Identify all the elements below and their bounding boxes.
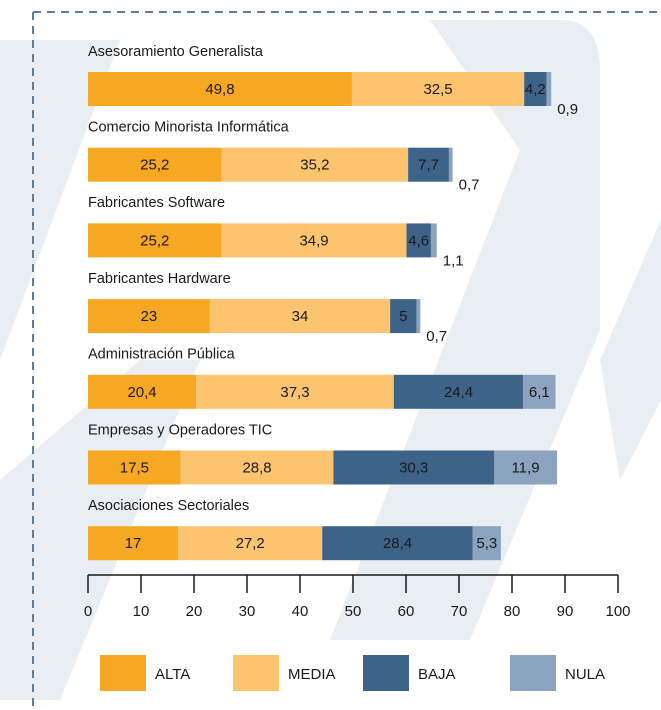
bar-segment: [88, 72, 352, 106]
bar-segment: [408, 147, 449, 182]
bar-segment: [333, 450, 494, 485]
legend-swatch: [100, 655, 146, 691]
bar-segment: [196, 374, 394, 409]
value-label: 6,1: [529, 384, 550, 401]
value-label: 27,2: [236, 535, 265, 552]
value-label: 24,4: [444, 384, 473, 401]
bar-segment: [546, 72, 552, 106]
legend-label: NULA: [565, 666, 605, 683]
value-label: 4,2: [525, 81, 546, 98]
legend-label: BAJA: [418, 666, 456, 683]
value-label: 28,8: [242, 459, 271, 476]
x-tick-label: 10: [133, 603, 150, 620]
legend-label: MEDIA: [288, 666, 336, 683]
x-tick-label: 60: [398, 603, 415, 620]
x-tick-label: 90: [557, 603, 574, 620]
value-label: 34: [292, 308, 309, 325]
value-label: 7,7: [418, 157, 439, 174]
x-tick-label: 50: [345, 603, 362, 620]
bar-segment: [88, 223, 222, 258]
value-label: 0,9: [557, 101, 578, 118]
x-tick-label: 30: [239, 603, 256, 620]
category-label: Asociaciones Sectoriales: [88, 498, 249, 514]
x-tick-label: 20: [186, 603, 203, 620]
category-label: Administración Pública: [88, 347, 236, 363]
value-label: 25,2: [140, 232, 169, 249]
value-label: 5: [399, 308, 407, 325]
legend-swatch: [363, 655, 409, 691]
bar-segment: [523, 374, 556, 409]
bar-segment: [524, 72, 547, 106]
x-tick-label: 0: [84, 603, 92, 620]
bar-segment: [322, 526, 473, 561]
category-label: Fabricantes Software: [88, 195, 225, 211]
bar-segment: [88, 374, 197, 409]
bar-segment: [88, 526, 179, 561]
bar-segment: [430, 223, 437, 258]
bar-segment: [88, 299, 210, 334]
value-label: 28,4: [383, 535, 412, 552]
value-label: 35,2: [300, 157, 329, 174]
value-label: 32,5: [423, 81, 452, 98]
legend-label: ALTA: [155, 666, 190, 683]
bar-segment: [180, 450, 334, 485]
value-label: 25,2: [140, 157, 169, 174]
value-label: 4,6: [408, 232, 429, 249]
bar-segment: [416, 299, 421, 334]
bar-segment: [406, 223, 431, 258]
bar-segment: [351, 72, 525, 106]
x-tick-label: 80: [504, 603, 521, 620]
value-label: 11,9: [511, 459, 539, 476]
value-label: 23: [141, 308, 158, 325]
bar-segment: [209, 299, 391, 334]
bar-segment: [88, 450, 181, 485]
x-tick-label: 70: [451, 603, 468, 620]
value-label: 20,4: [127, 384, 156, 401]
legend-swatch: [510, 655, 556, 691]
value-label: 0,7: [426, 328, 447, 345]
value-label: 1,1: [443, 252, 464, 269]
value-label: 17: [125, 535, 142, 552]
bar-segment: [448, 147, 453, 182]
bar-segment: [493, 450, 558, 485]
value-label: 49,8: [205, 81, 234, 98]
bar-segment: [393, 374, 524, 409]
category-label: Comercio Minorista Informática: [88, 120, 290, 136]
bar-segment: [472, 526, 501, 561]
value-label: 30,3: [399, 459, 428, 476]
value-label: 37,3: [280, 384, 309, 401]
bar-segment: [178, 526, 323, 561]
value-label: 34,9: [299, 232, 328, 249]
bar-segment: [221, 223, 407, 258]
bar-segment: [88, 147, 222, 182]
bar-segment: [390, 299, 417, 334]
legend-swatch: [233, 655, 279, 691]
category-label: Empresas y Operadores TIC: [88, 422, 272, 438]
bar-segment: [221, 147, 409, 182]
value-label: 5,3: [476, 535, 497, 552]
x-tick-label: 40: [292, 603, 309, 620]
category-label: Asesoramiento Generalista: [88, 44, 264, 60]
value-label: 17,5: [120, 459, 149, 476]
watermark: [0, 20, 661, 700]
value-label: 0,7: [459, 177, 480, 194]
category-label: Fabricantes Hardware: [88, 271, 231, 287]
x-tick-label: 100: [605, 603, 630, 620]
